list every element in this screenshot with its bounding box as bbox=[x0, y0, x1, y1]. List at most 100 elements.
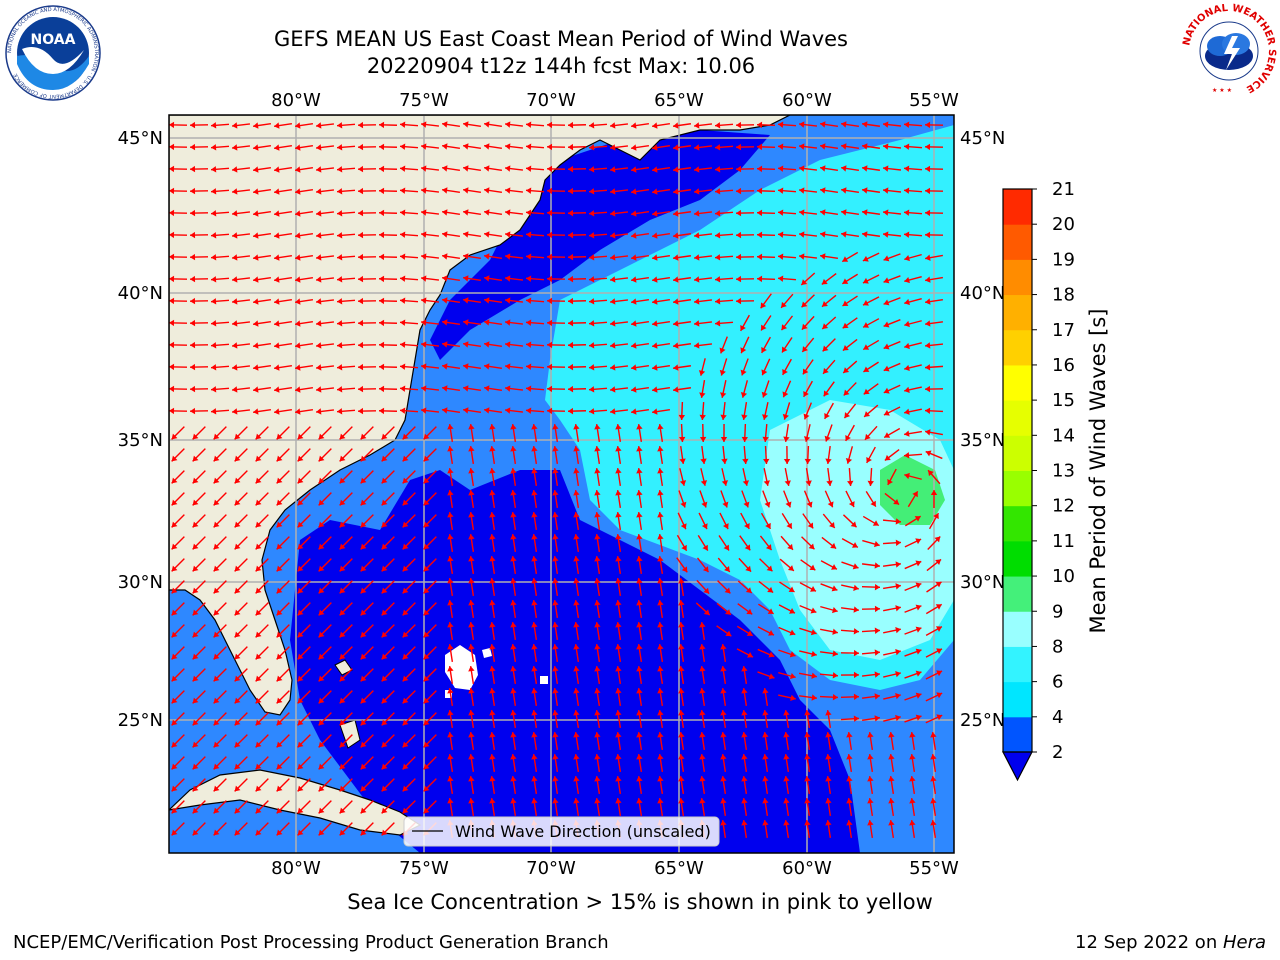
wave-direction-arrow bbox=[339, 470, 353, 484]
wave-direction-arrow bbox=[798, 143, 818, 150]
wave-direction-arrow bbox=[468, 775, 475, 795]
wave-direction-arrow bbox=[741, 709, 748, 729]
lat-label: 35°N bbox=[118, 430, 163, 451]
lat-label: 45°N bbox=[118, 128, 163, 149]
wave-direction-arrow bbox=[756, 253, 776, 261]
wave-direction-arrow bbox=[678, 599, 685, 619]
wave-direction-arrow bbox=[883, 275, 901, 284]
wave-direction-arrow bbox=[800, 559, 816, 571]
wave-direction-arrow bbox=[594, 753, 601, 773]
wave-direction-arrow bbox=[678, 753, 685, 773]
wave-direction-arrow bbox=[657, 753, 664, 773]
wave-direction-arrow bbox=[783, 797, 790, 817]
wave-direction-arrow bbox=[630, 166, 650, 173]
wave-direction-arrow bbox=[381, 426, 395, 440]
wave-direction-arrow bbox=[423, 492, 437, 506]
wave-direction-arrow bbox=[719, 358, 728, 376]
wave-direction-arrow bbox=[546, 319, 566, 327]
wave-direction-arrow bbox=[609, 386, 629, 393]
wave-direction-arrow bbox=[609, 408, 629, 415]
wave-direction-arrow bbox=[252, 144, 272, 151]
wave-direction-arrow bbox=[402, 580, 416, 594]
wave-direction-arrow bbox=[573, 599, 580, 619]
wave-direction-arrow bbox=[489, 577, 496, 597]
wave-direction-arrow bbox=[594, 599, 601, 619]
wave-direction-arrow bbox=[678, 643, 685, 663]
wave-direction-arrow bbox=[402, 514, 416, 528]
wave-direction-arrow bbox=[360, 558, 374, 572]
wave-direction-arrow bbox=[819, 253, 839, 260]
wave-direction-arrow bbox=[252, 254, 272, 261]
wave-direction-arrow bbox=[294, 342, 314, 349]
wave-direction-arrow bbox=[483, 187, 503, 194]
wave-direction-arrow bbox=[192, 668, 206, 682]
wave-direction-arrow bbox=[276, 426, 290, 440]
lat-label: 30°N bbox=[118, 572, 163, 593]
wave-direction-arrow bbox=[800, 272, 816, 286]
wave-direction-arrow bbox=[824, 402, 834, 420]
wave-direction-arrow bbox=[399, 231, 419, 238]
lon-label: 55°W bbox=[909, 858, 959, 879]
wave-direction-arrow bbox=[468, 423, 475, 443]
wave-direction-arrow bbox=[759, 558, 773, 572]
wave-direction-arrow bbox=[252, 122, 272, 129]
wave-direction-arrow bbox=[552, 775, 559, 795]
wave-direction-arrow bbox=[822, 359, 836, 375]
colorbar-extend bbox=[1002, 751, 1033, 782]
wave-direction-arrow bbox=[234, 448, 248, 462]
wave-direction-arrow bbox=[780, 315, 794, 331]
wave-direction-arrow bbox=[213, 426, 227, 440]
wave-direction-arrow bbox=[546, 253, 566, 261]
wave-direction-arrow bbox=[778, 649, 796, 658]
wave-direction-arrow bbox=[189, 187, 209, 195]
wave-direction-arrow bbox=[234, 756, 248, 770]
wave-direction-arrow bbox=[630, 408, 650, 415]
wave-direction-arrow bbox=[357, 231, 377, 239]
lat-label: 45°N bbox=[960, 128, 1005, 149]
wave-direction-arrow bbox=[840, 187, 860, 194]
wave-direction-arrow bbox=[189, 407, 209, 415]
wave-direction-arrow bbox=[720, 775, 727, 795]
wave-direction-arrow bbox=[169, 209, 188, 217]
wave-direction-arrow bbox=[679, 468, 687, 486]
wave-direction-arrow bbox=[636, 445, 643, 465]
wave-direction-arrow bbox=[171, 734, 185, 748]
wave-direction-arrow bbox=[357, 121, 377, 129]
wave-direction-arrow bbox=[420, 341, 440, 348]
colorbar-tick-label: 17 bbox=[1052, 320, 1075, 341]
wave-direction-arrow bbox=[531, 687, 538, 707]
wave-direction-arrow bbox=[234, 492, 248, 506]
wave-direction-arrow bbox=[636, 577, 643, 597]
wave-direction-arrow bbox=[402, 536, 416, 550]
wave-direction-arrow bbox=[192, 624, 206, 638]
wave-direction-arrow bbox=[693, 144, 713, 151]
wave-direction-arrow bbox=[192, 712, 206, 726]
wave-direction-arrow bbox=[378, 143, 398, 151]
wave-direction-arrow bbox=[210, 386, 230, 393]
wave-direction-arrow bbox=[213, 492, 227, 506]
wave-direction-arrow bbox=[573, 709, 580, 729]
wave-direction-arrow bbox=[883, 714, 901, 722]
wave-direction-arrow bbox=[762, 687, 769, 707]
wave-direction-arrow bbox=[573, 489, 580, 509]
wave-direction-arrow bbox=[615, 643, 622, 663]
wave-direction-arrow bbox=[678, 709, 685, 729]
land-bahamas bbox=[334, 659, 361, 749]
wave-direction-arrow bbox=[531, 423, 538, 443]
wave-direction-arrow bbox=[423, 734, 437, 748]
wave-direction-arrow bbox=[861, 583, 881, 591]
wave-direction-arrow bbox=[678, 687, 685, 707]
wave-direction-arrow bbox=[588, 254, 608, 261]
wave-direction-arrow bbox=[318, 712, 332, 726]
wave-direction-arrow bbox=[657, 665, 664, 685]
wave-direction-arrow bbox=[192, 536, 206, 550]
wave-direction-arrow bbox=[636, 555, 643, 575]
wave-direction-arrow bbox=[573, 775, 580, 795]
wave-direction-arrow bbox=[402, 492, 416, 506]
wave-direction-arrow bbox=[255, 668, 269, 682]
wave-direction-arrow bbox=[863, 383, 879, 395]
wave-direction-arrow bbox=[339, 426, 353, 440]
wave-direction-arrow bbox=[255, 602, 269, 616]
graticule-lines bbox=[169, 115, 954, 853]
lat-labels-right: 45°N 40°N 35°N 30°N 25°N bbox=[960, 128, 1005, 731]
